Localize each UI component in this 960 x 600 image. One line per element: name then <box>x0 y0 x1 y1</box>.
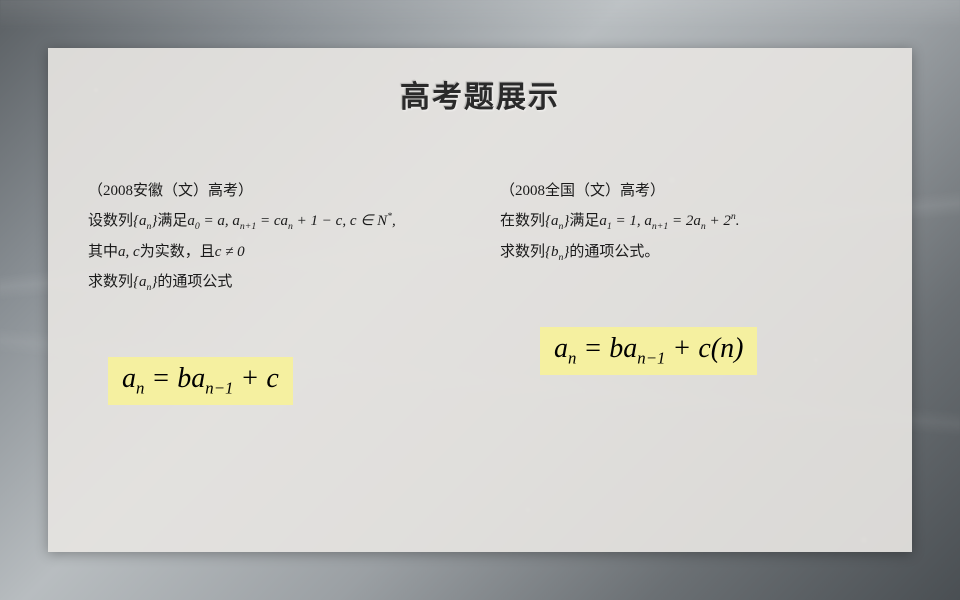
content-columns: （2008安徽（文）高考） 设数列{an}满足a0 = a, an+1 = ca… <box>48 116 912 405</box>
text: 的通项公式 <box>157 274 232 290</box>
text: 满足 <box>157 213 187 229</box>
right-line2: 求数列{bn}的通项公式。 <box>500 237 872 268</box>
text: 求数列 <box>88 274 133 290</box>
math-seq: {an} <box>133 274 157 290</box>
right-source: （2008全国（文）高考） <box>500 176 872 206</box>
math-seq: {an} <box>545 213 569 229</box>
right-column: （2008全国（文）高考） 在数列{an}满足a1 = 1, an+1 = 2a… <box>500 176 872 405</box>
left-line2: 其中a, c为实数，且c ≠ 0 <box>88 237 460 267</box>
text: 设数列 <box>88 213 133 229</box>
slide-panel: 高考题展示 （2008安徽（文）高考） 设数列{an}满足a0 = a, an+… <box>48 48 912 552</box>
left-line3: 求数列{an}的通项公式 <box>88 267 460 298</box>
math-expr: a1 = 1, an+1 = 2an + 2n. <box>599 213 739 229</box>
left-source: （2008安徽（文）高考） <box>88 176 460 206</box>
text: 其中 <box>88 244 118 260</box>
right-line1: 在数列{an}满足a1 = 1, an+1 = 2an + 2n. <box>500 206 872 237</box>
text: 为实数，且 <box>140 244 215 260</box>
right-formula: an = ban−1 + c(n) <box>540 327 757 375</box>
math-vars: a, c <box>118 244 140 260</box>
text: 的通项公式。 <box>569 244 659 260</box>
math-cond: c ≠ 0 <box>215 244 245 260</box>
math-seq: {an} <box>133 213 157 229</box>
left-formula: an = ban−1 + c <box>108 357 293 405</box>
left-column: （2008安徽（文）高考） 设数列{an}满足a0 = a, an+1 = ca… <box>88 176 460 405</box>
math-seq: {bn} <box>545 244 569 260</box>
left-line1: 设数列{an}满足a0 = a, an+1 = can + 1 − c, c ∈… <box>88 206 460 237</box>
text: 在数列 <box>500 213 545 229</box>
text: 满足 <box>569 213 599 229</box>
text: 求数列 <box>500 244 545 260</box>
slide-title: 高考题展示 <box>48 48 912 116</box>
left-problem: （2008安徽（文）高考） 设数列{an}满足a0 = a, an+1 = ca… <box>88 176 460 297</box>
right-problem: （2008全国（文）高考） 在数列{an}满足a1 = 1, an+1 = 2a… <box>500 176 872 267</box>
math-expr: a0 = a, an+1 = can + 1 − c, c ∈ N*, <box>187 213 395 229</box>
